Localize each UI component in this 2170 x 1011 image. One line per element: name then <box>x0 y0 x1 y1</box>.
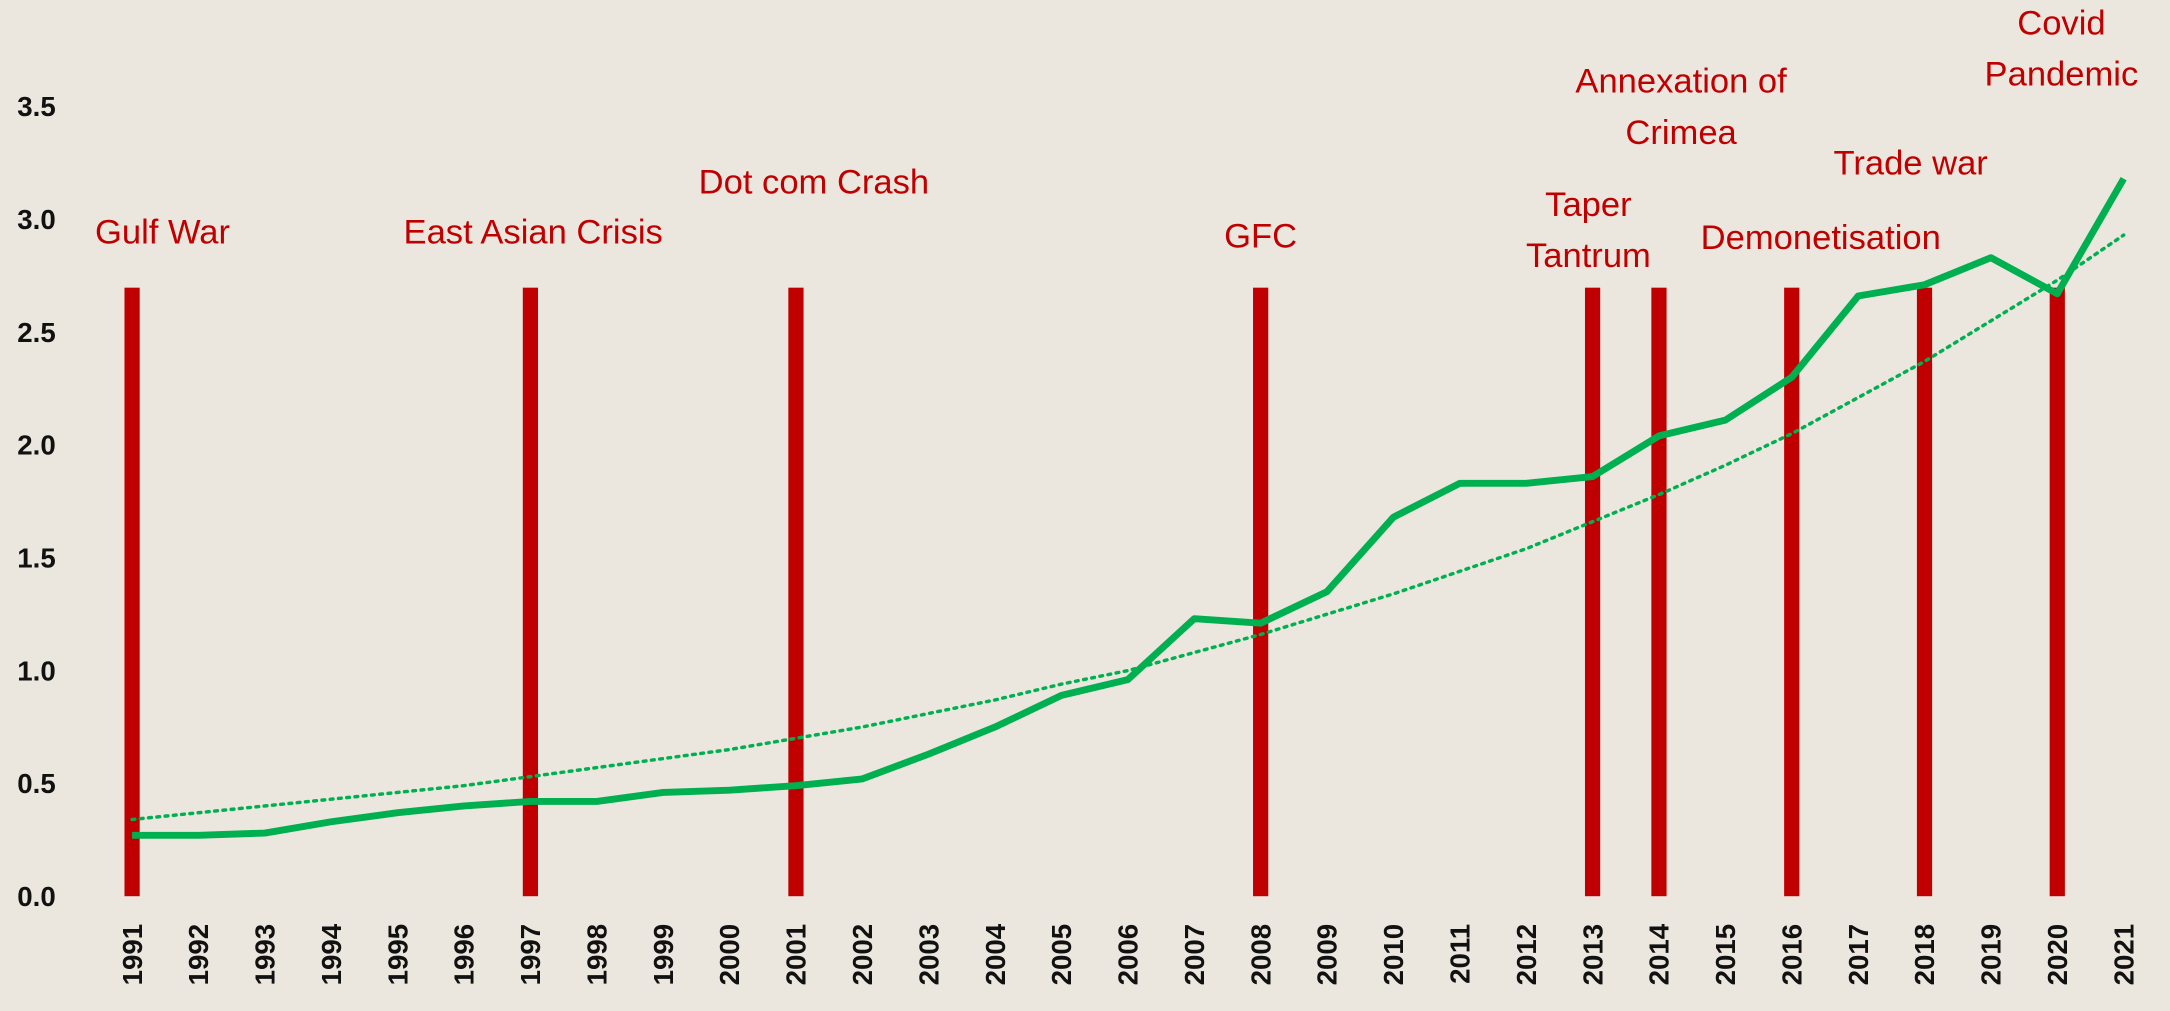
event-bar <box>1651 287 1667 897</box>
annotation-label: Dot com Crash <box>699 164 929 202</box>
annotation-label: East Asian Crisis <box>404 213 663 251</box>
y-tick-label: 0.5 <box>17 768 55 799</box>
event-bar <box>1253 287 1269 897</box>
x-tick-label: 2013 <box>1577 924 1608 986</box>
x-tick-label: 2018 <box>1909 924 1940 986</box>
x-tick-label: 2021 <box>2108 924 2139 986</box>
event-bar <box>1916 287 1933 897</box>
x-tick-label: 2019 <box>1976 924 2007 986</box>
event-bar <box>1784 287 1800 897</box>
y-tick-label: 3.5 <box>17 91 55 122</box>
annotation-label: Trade war <box>1834 144 1988 182</box>
annotation-label: Gulf War <box>95 213 230 251</box>
annotation-label: Annexation of <box>1575 63 1787 101</box>
event-bar <box>788 287 804 897</box>
y-tick-label: 1.0 <box>17 655 55 686</box>
x-tick-label: 2003 <box>913 924 944 986</box>
x-tick-label: 2016 <box>1776 924 1807 986</box>
x-tick-label: 2005 <box>1046 924 1077 986</box>
y-tick-label: 2.0 <box>17 430 55 461</box>
x-tick-label: 2015 <box>1710 924 1741 986</box>
x-tick-label: 1991 <box>117 924 148 986</box>
x-tick-label: 2011 <box>1444 924 1475 984</box>
event-bar <box>522 287 539 897</box>
x-tick-label: 1994 <box>316 923 347 985</box>
x-tick-label: 2012 <box>1511 924 1542 986</box>
x-tick-label: 2014 <box>1644 923 1675 985</box>
annotation-label: Covid <box>2017 5 2105 43</box>
x-tick-label: 2007 <box>1179 924 1210 986</box>
y-tick-label: 0.0 <box>17 881 55 912</box>
x-tick-label: 2006 <box>1113 924 1144 986</box>
event-bar <box>124 287 140 897</box>
x-tick-label: 2004 <box>980 923 1011 985</box>
x-tick-label: 2001 <box>781 924 812 986</box>
x-tick-label: 2010 <box>1378 924 1409 986</box>
y-tick-label: 1.5 <box>17 542 55 573</box>
x-tick-label: 1993 <box>250 924 281 986</box>
annotation-label: Crimea <box>1625 114 1737 152</box>
x-tick-label: 2017 <box>1843 924 1874 986</box>
x-tick-label: 1999 <box>648 924 679 986</box>
x-tick-label: 2008 <box>1245 924 1276 986</box>
x-tick-label: 2002 <box>847 924 878 986</box>
trend-line <box>130 233 2126 822</box>
x-tick-label: 2000 <box>714 924 745 986</box>
x-tick-label: 2020 <box>2042 924 2073 986</box>
annotation-label: Tantrum <box>1526 237 1651 275</box>
y-tick-label: 3.0 <box>17 204 55 235</box>
x-tick-label: 1992 <box>183 924 214 986</box>
x-tick-label: 1998 <box>581 924 612 986</box>
event-bar <box>2049 287 2065 897</box>
data-line <box>132 176 2127 839</box>
x-tick-label: 1997 <box>515 924 546 986</box>
x-tick-label: 2009 <box>1312 924 1343 986</box>
annotation-label: GFC <box>1224 218 1297 256</box>
event-bar <box>1584 287 1601 897</box>
annotation-label: Demonetisation <box>1701 219 1941 257</box>
annotation-label: Taper <box>1545 186 1631 224</box>
x-tick-label: 1995 <box>382 924 413 986</box>
x-tick-label: 1996 <box>449 924 480 986</box>
annotation-label: Pandemic <box>1985 56 2139 94</box>
y-tick-label: 2.5 <box>17 317 55 348</box>
